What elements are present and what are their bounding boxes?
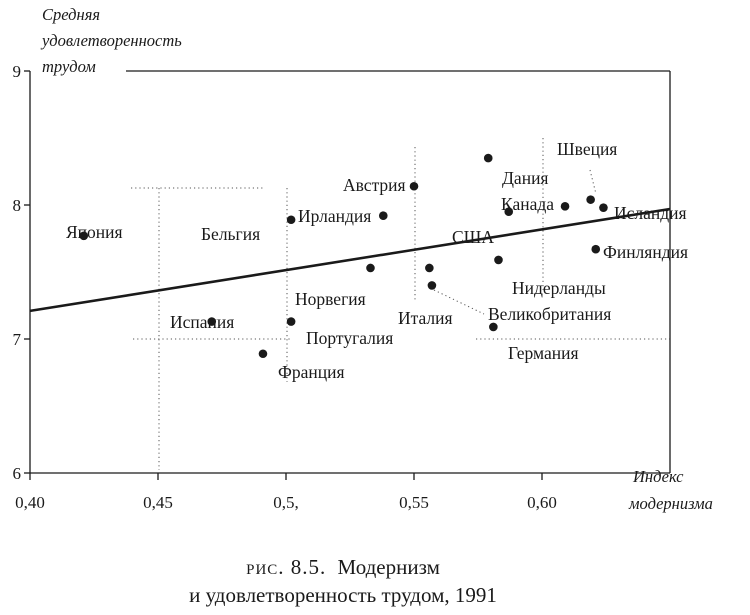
figure-caption-line-2: и удовлетворенность трудом, 1991 [189, 583, 497, 607]
y-tick-label-2: 8 [13, 196, 22, 215]
label-netherlands: Нидерланды [512, 278, 606, 298]
data-point-1 [207, 317, 217, 326]
data-point-11 [504, 207, 514, 216]
x-ticks: 0,40 0,45 0,5, 0,55 0,60 [15, 473, 557, 512]
x-axis-title-line-1: Индекс [632, 467, 684, 486]
figure-caption-line-1: рис. 8.5. Модернизм [246, 555, 440, 579]
label-iceland: Исландия [614, 203, 687, 223]
trend-line [29, 207, 671, 313]
data-point-14 [560, 202, 570, 211]
label-spain: Испания [170, 312, 234, 332]
x-tick-label-0: 0,40 [15, 493, 45, 512]
y-axis-title-line-3: трудом [42, 57, 96, 76]
data-points [79, 153, 608, 359]
data-point-6 [366, 263, 375, 273]
label-sweden: Швеция [557, 139, 617, 159]
guide-lines [131, 138, 670, 470]
data-point-16 [599, 203, 608, 212]
label-finland: Финляндия [603, 242, 688, 262]
data-point-10 [483, 153, 493, 163]
label-uk: Великобритания [488, 304, 611, 324]
x-tick-label-1: 0,45 [143, 493, 173, 512]
x-tick-label-4: 0,60 [527, 493, 557, 512]
label-france: Франция [278, 362, 345, 382]
y-axis-title-line-2: удовлетворенность [40, 31, 182, 50]
label-usa: США [452, 227, 494, 247]
y-ticks: 6 7 8 9 [13, 62, 30, 483]
data-point-2 [258, 349, 268, 359]
label-norway: Норвегия [295, 289, 366, 309]
figure-number: рис. 8.5. [246, 555, 326, 579]
y-tick-label-0: 6 [13, 464, 22, 483]
data-point-0 [79, 231, 89, 241]
label-germany: Германия [508, 343, 579, 363]
data-point-13 [489, 322, 498, 332]
y-tick-label-1: 7 [13, 330, 22, 349]
label-italy: Италия [398, 308, 453, 328]
label-japan: Япония [66, 222, 123, 242]
data-point-4 [286, 317, 296, 326]
data-point-15 [586, 195, 595, 204]
data-point-3 [286, 215, 296, 225]
x-axis-title-line-2: модернизма [628, 494, 713, 513]
point-labels: Япония Испания Франция Бельгия Португали… [66, 139, 688, 382]
data-point-5 [378, 211, 388, 221]
label-canada: Канада [501, 194, 554, 214]
data-point-8 [425, 263, 434, 273]
y-tick-label-3: 9 [13, 62, 22, 81]
label-belgium: Бельгия [201, 224, 260, 244]
figure-title-part-1: Модернизм [338, 555, 440, 579]
data-point-12 [494, 255, 503, 265]
label-denmark: Дания [502, 168, 548, 188]
label-portugal: Португалия [306, 328, 393, 348]
y-axis-title-line-1: Средняя [42, 5, 100, 24]
x-tick-label-3: 0,55 [399, 493, 429, 512]
label-ireland: Ирландия [298, 206, 371, 226]
x-tick-label-2: 0,5, [273, 493, 299, 512]
data-point-7 [409, 181, 419, 191]
label-austria: Австрия [343, 175, 406, 195]
data-point-9 [427, 281, 437, 290]
data-point-17 [591, 244, 601, 254]
